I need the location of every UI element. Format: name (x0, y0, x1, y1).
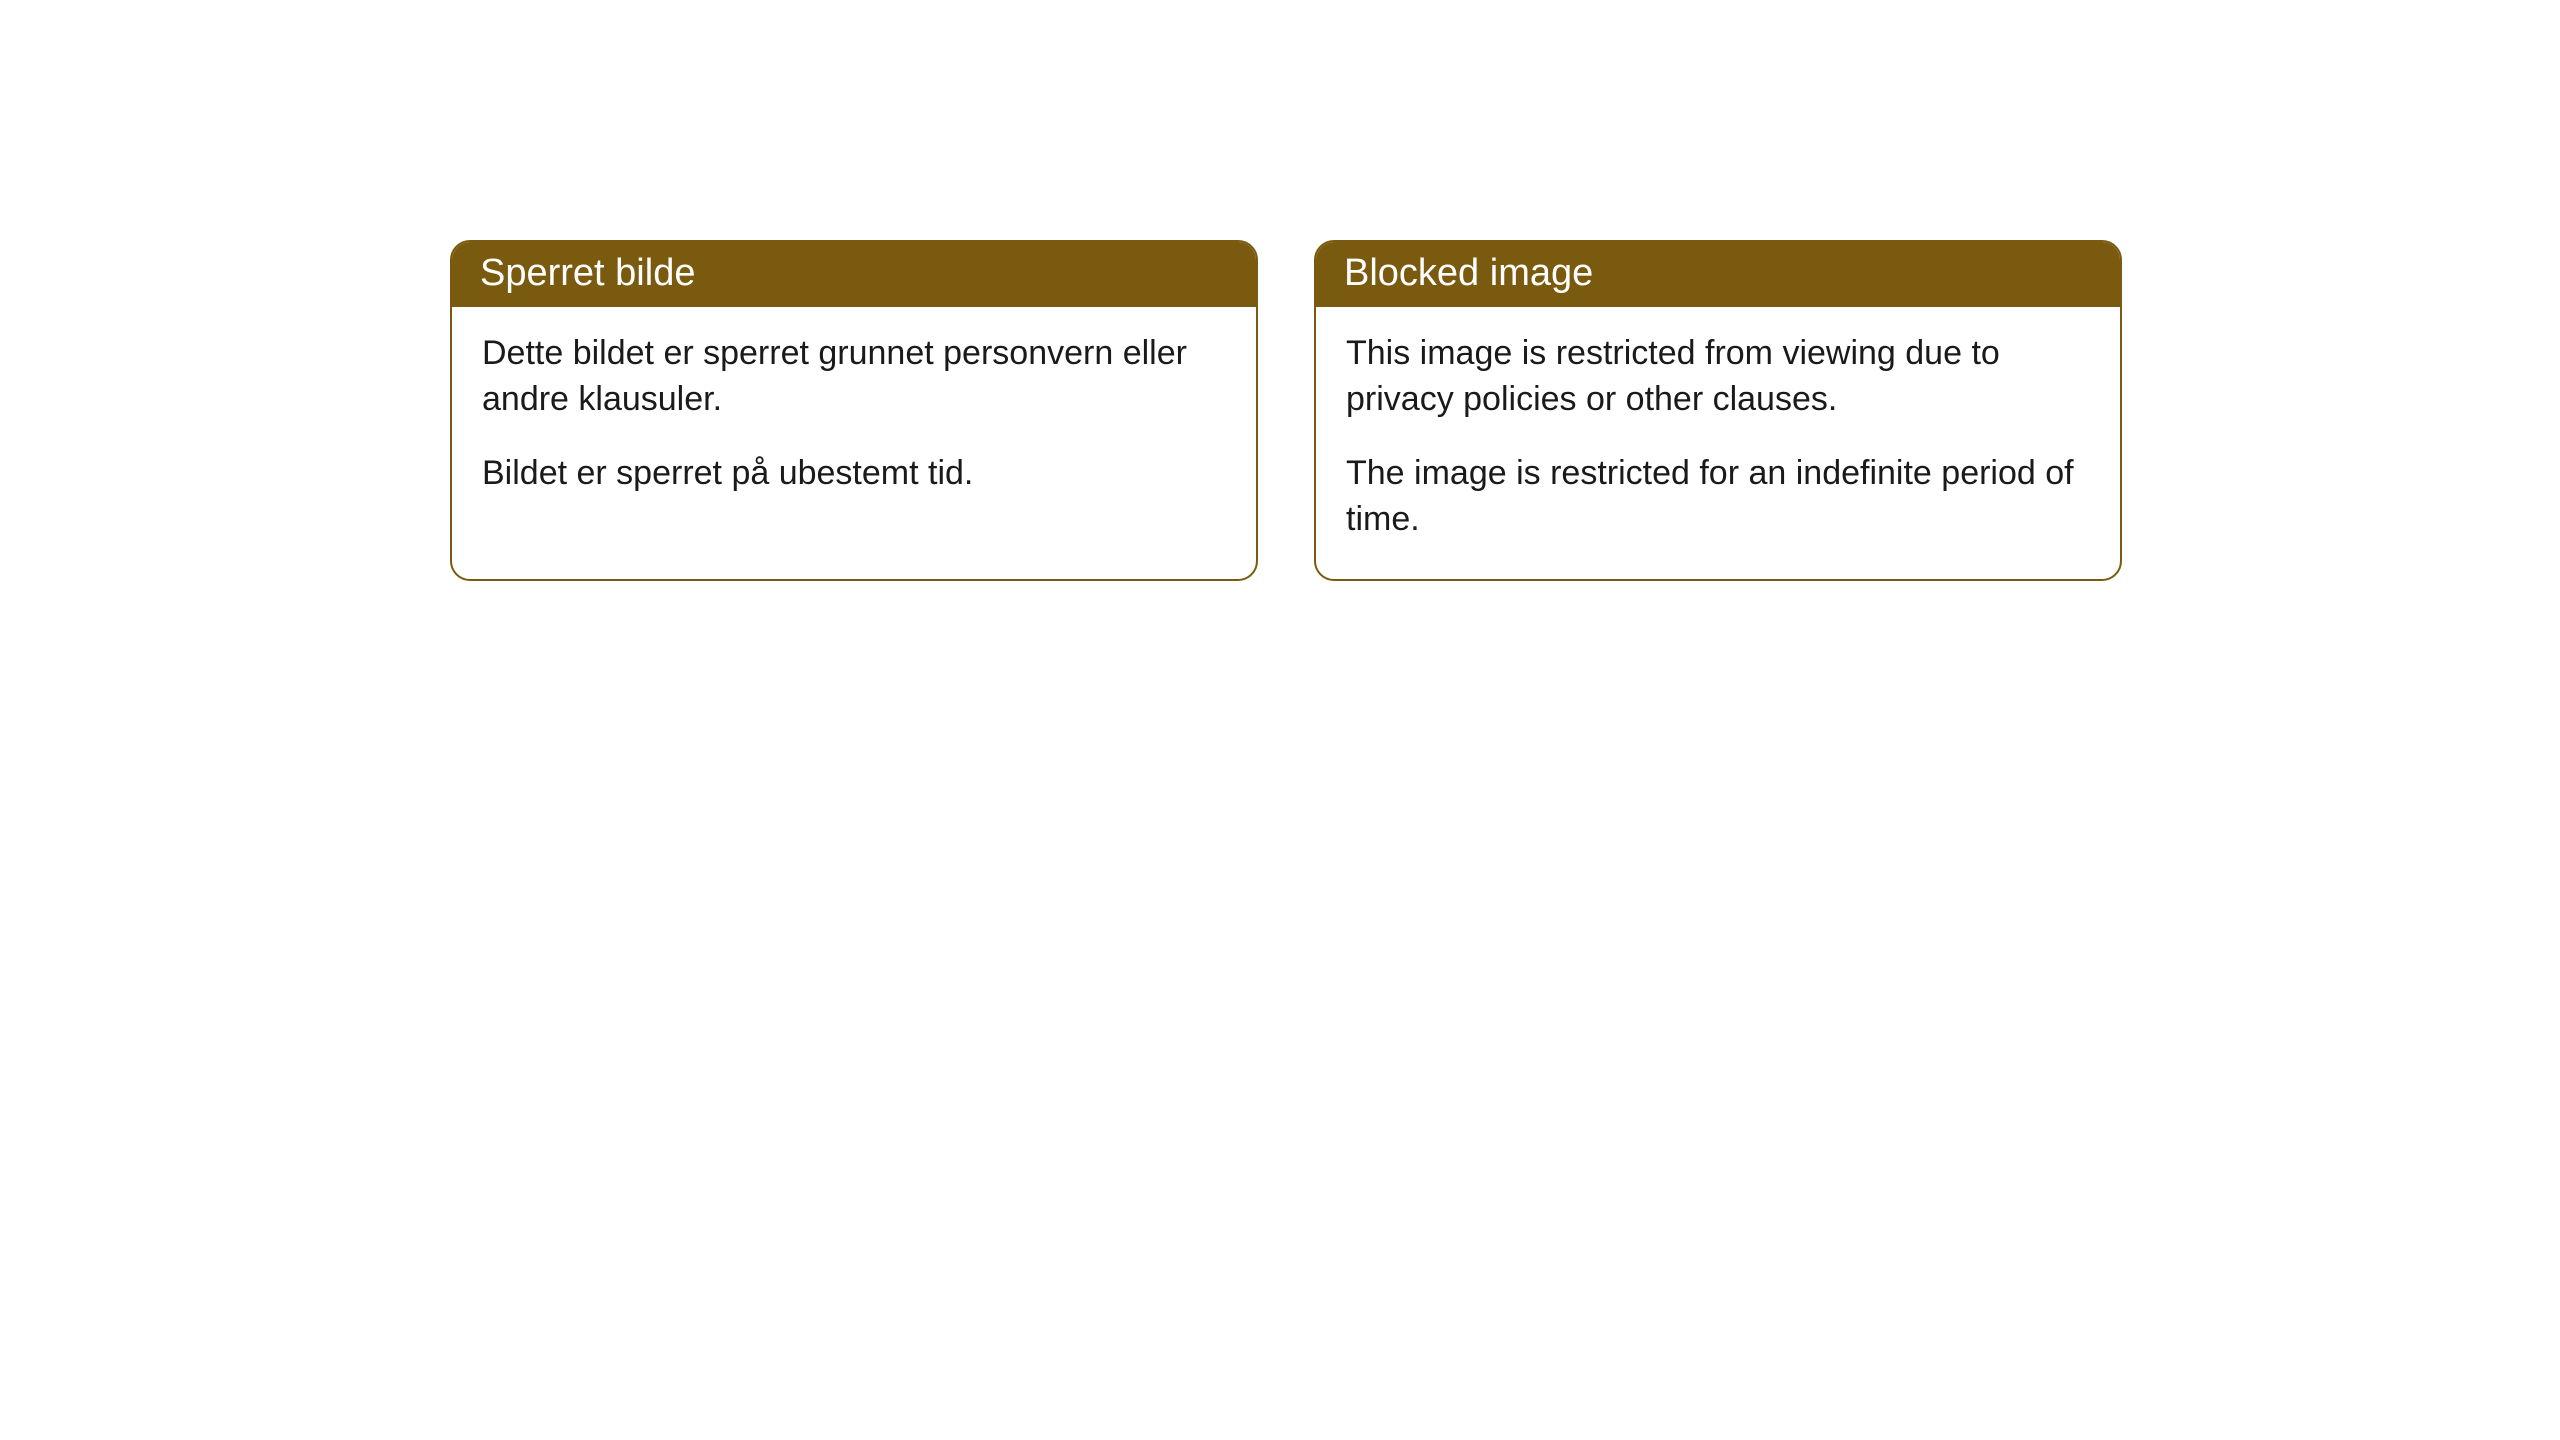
notice-body-norwegian: Dette bildet er sperret grunnet personve… (452, 307, 1256, 533)
notice-body-english: This image is restricted from viewing du… (1316, 307, 2120, 579)
notice-paragraph-2-norwegian: Bildet er sperret på ubestemt tid. (482, 451, 1226, 497)
notice-header-english: Blocked image (1316, 242, 2120, 307)
notice-paragraph-1-norwegian: Dette bildet er sperret grunnet personve… (482, 331, 1226, 423)
notice-card-english: Blocked image This image is restricted f… (1314, 240, 2122, 581)
notice-paragraph-1-english: This image is restricted from viewing du… (1346, 331, 2090, 423)
notice-paragraph-2-english: The image is restricted for an indefinit… (1346, 451, 2090, 543)
notice-header-norwegian: Sperret bilde (452, 242, 1256, 307)
notice-card-norwegian: Sperret bilde Dette bildet er sperret gr… (450, 240, 1258, 581)
notice-container: Sperret bilde Dette bildet er sperret gr… (0, 0, 2560, 581)
